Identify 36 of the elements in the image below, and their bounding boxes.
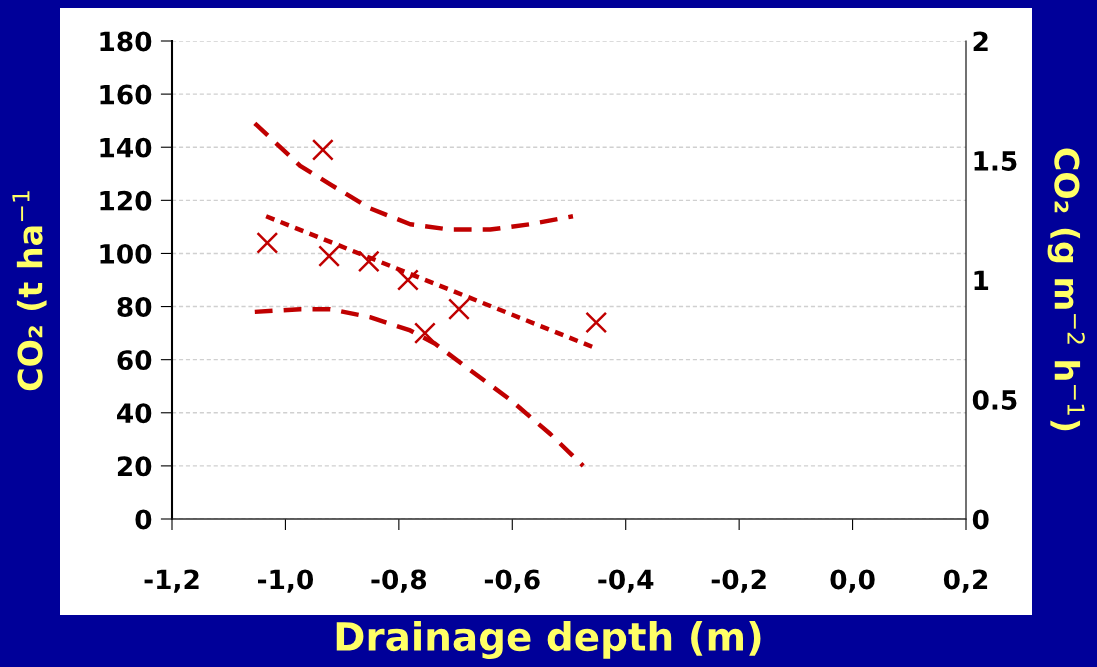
y-tick-label: 60 bbox=[117, 350, 152, 371]
point bbox=[396, 269, 419, 291]
y2-tick-label: 0.5 bbox=[972, 389, 1017, 410]
point bbox=[413, 322, 436, 345]
y-tick-label: 100 bbox=[100, 243, 152, 264]
point bbox=[585, 311, 608, 334]
x-tick-label: -0,4 bbox=[598, 569, 654, 593]
y-tick-label: 160 bbox=[100, 84, 152, 105]
x-tick-label: -0,2 bbox=[711, 569, 766, 593]
y-tick-label: 0 bbox=[135, 509, 152, 530]
point bbox=[311, 138, 334, 161]
point bbox=[357, 250, 380, 273]
y2-axis-title: CO₂ (g m$^{−2}$ h$^{−1}$) bbox=[1047, 148, 1085, 431]
y2-tick-label: 0 bbox=[972, 509, 989, 530]
y-tick-label: 80 bbox=[117, 297, 152, 317]
x-tick-label: 0,0 bbox=[830, 569, 875, 593]
y-axis-title: CO₂ (t ha$^{−1}$ bbox=[12, 191, 47, 391]
y-tick-label: 20 bbox=[117, 456, 152, 477]
x-tick-label: -1,0 bbox=[258, 569, 314, 593]
x-tick-label: -0,8 bbox=[371, 569, 427, 593]
point bbox=[256, 231, 279, 254]
line-series bbox=[252, 306, 586, 469]
x-tick-label: -0,6 bbox=[484, 569, 540, 593]
y-tick-label: 120 bbox=[100, 190, 152, 211]
y-tick-label: 40 bbox=[117, 403, 152, 424]
y2-tick-label: 2 bbox=[973, 31, 988, 52]
x-axis-title: Drainage depth (m) bbox=[336, 621, 761, 659]
x-tick-label: -1,2 bbox=[144, 569, 199, 593]
y-tick-label: 140 bbox=[100, 137, 152, 158]
y2-tick-label: 1 bbox=[974, 270, 989, 291]
y-tick-label: 180 bbox=[100, 31, 152, 52]
y2-tick-label: 1.5 bbox=[974, 151, 1017, 171]
point bbox=[318, 245, 341, 268]
x-tick-label: 0,2 bbox=[943, 569, 988, 593]
point bbox=[448, 298, 470, 321]
line-series bbox=[252, 121, 576, 232]
